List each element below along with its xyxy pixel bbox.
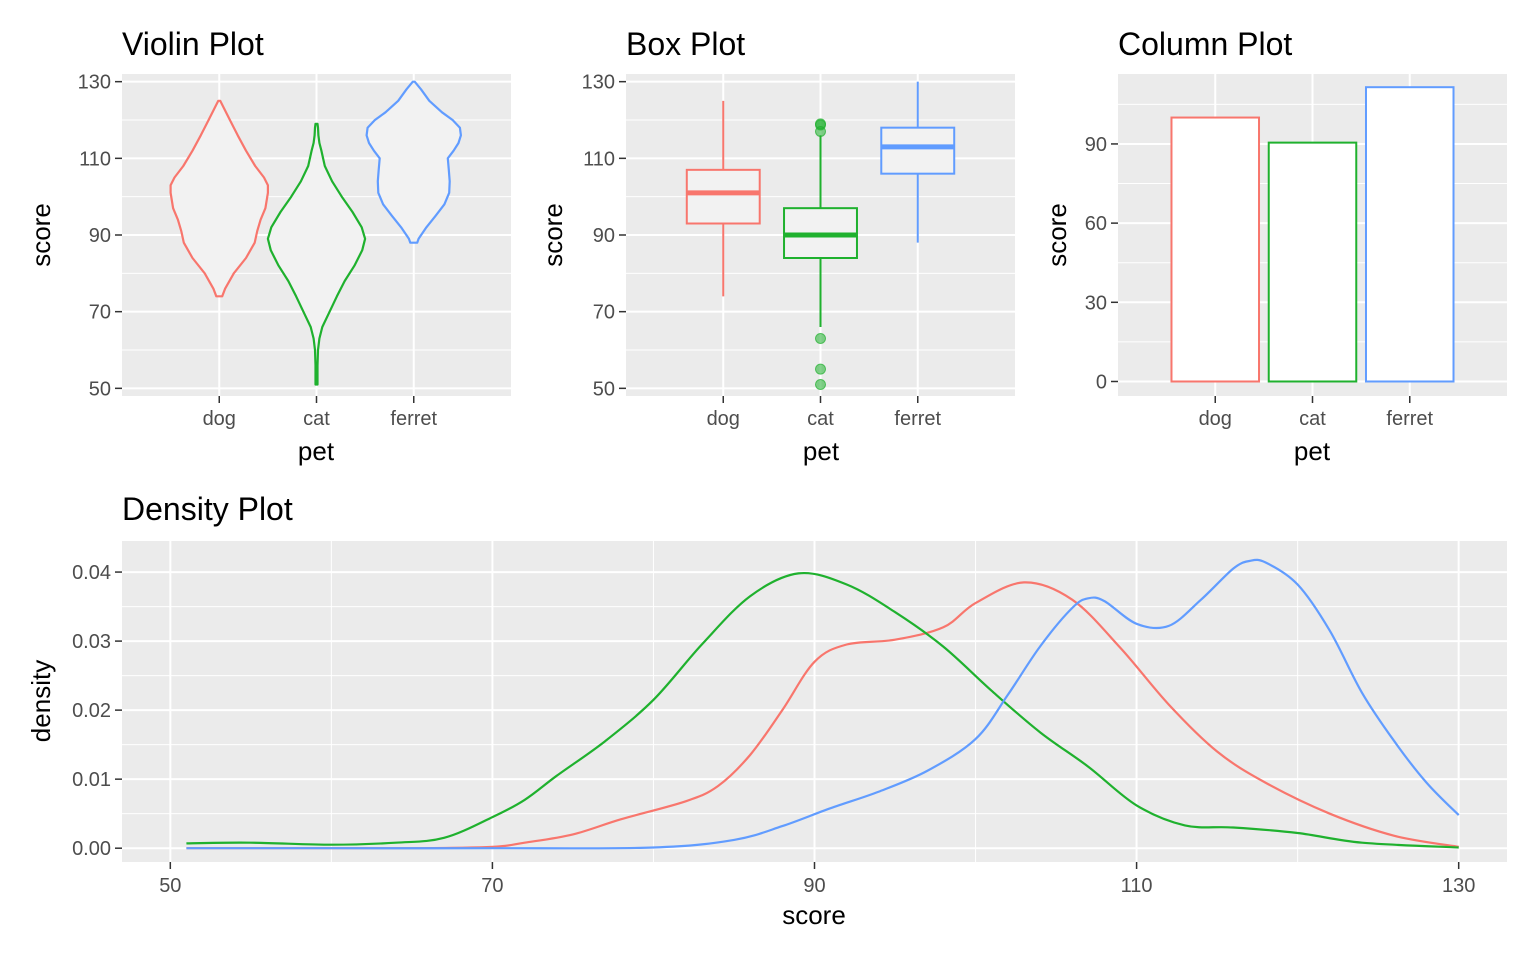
density-line-cat: [186, 571, 1459, 849]
density-y-tick-label: 0.02: [72, 700, 111, 722]
box-y-tick-label: 90: [593, 225, 615, 247]
column-x-label: pet: [1294, 436, 1331, 466]
box-dog-iqr: [685, 168, 761, 225]
column-x-tick-label: cat: [1299, 408, 1326, 430]
violin-x-tick-label: dog: [203, 408, 236, 430]
violin-cat: [266, 122, 367, 386]
box-x-label: pet: [803, 436, 840, 466]
box-y-label: score: [538, 203, 568, 267]
density-x-ticks: 50 70 90 110 130: [159, 862, 1475, 897]
violin-y-tick-label: 90: [89, 225, 111, 247]
column-y-ticks: 0 30 60 90: [1085, 134, 1118, 393]
box-cat-outlier: [815, 333, 826, 344]
box-y-tick-label: 50: [593, 378, 615, 400]
box-x-tick-label: cat: [807, 408, 834, 430]
column-plot: Column Plot 0 30 60 90 dog cat ferret pet sco…: [1042, 26, 1507, 466]
violin-y-tick-label: 70: [89, 302, 111, 324]
density-plot: Density Plot 0.00 0.01 0.02 0.03 0.04 50 70 90…: [26, 491, 1507, 930]
box-title: Box Plot: [626, 26, 745, 62]
density-y-ticks: 0.00 0.01 0.02 0.03 0.04: [72, 562, 122, 860]
violin-ferret: [365, 80, 462, 244]
box-ferret-iqr: [880, 126, 956, 175]
violin-x-tick-label: ferret: [390, 408, 437, 430]
violin-dog: [169, 99, 269, 298]
violin-y-tick-label: 130: [78, 72, 111, 94]
density-x-tick-label: 90: [803, 875, 825, 897]
violin-y-ticks: 50 70 90 110 130: [78, 72, 122, 400]
violin-plot: Violin Plot 50 70 90 110 130 dog cat ferret pe…: [26, 26, 511, 466]
density-y-tick-label: 0.03: [72, 631, 111, 653]
violin-title: Violin Plot: [122, 26, 264, 62]
density-y-label: density: [26, 660, 56, 742]
column-x-tick-label: dog: [1199, 408, 1232, 430]
violin-marks: [169, 80, 462, 386]
box-y-tick-label: 130: [582, 72, 615, 94]
box-x-ticks: dog cat ferret: [707, 396, 942, 430]
column-y-tick-label: 90: [1085, 134, 1107, 156]
density-x-tick-label: 50: [159, 875, 181, 897]
box-x-tick-label: ferret: [894, 408, 941, 430]
violin-y-tick-label: 50: [89, 378, 111, 400]
density-x-tick-label: 70: [481, 875, 503, 897]
density-x-tick-label: 130: [1442, 875, 1475, 897]
density-line-dog: [186, 581, 1459, 850]
box-x-tick-label: dog: [707, 408, 740, 430]
violin-x-tick-label: cat: [303, 408, 330, 430]
column-marks: [1170, 86, 1455, 383]
box-y-tick-label: 70: [593, 302, 615, 324]
box-cat-outlier: [815, 118, 826, 130]
box-plot: Box Plot 50 70 90 110 130 dog cat ferret pet s…: [538, 26, 1015, 466]
density-y-tick-label: 0.04: [72, 562, 111, 584]
density-title: Density Plot: [122, 491, 293, 527]
column-y-tick-label: 60: [1085, 213, 1107, 235]
density-x-tick-label: 110: [1121, 875, 1153, 897]
column-x-tick-label: ferret: [1386, 408, 1433, 430]
violin-y-tick-label: 110: [79, 148, 111, 170]
violin-x-ticks: dog cat ferret: [203, 396, 438, 430]
column-title: Column Plot: [1118, 26, 1292, 62]
box-y-ticks: 50 70 90 110 130: [582, 72, 626, 400]
density-line-ferret: [186, 558, 1460, 850]
column-y-label: score: [1042, 203, 1072, 267]
violin-x-label: pet: [298, 436, 335, 466]
violin-y-label: score: [26, 203, 56, 267]
column-bar-dog: [1170, 116, 1261, 383]
box-cat-outlier: [815, 363, 826, 375]
box-y-tick-label: 110: [583, 148, 615, 170]
column-y-tick-label: 0: [1096, 371, 1107, 393]
column-bar-cat: [1267, 141, 1358, 383]
column-x-ticks: dog cat ferret: [1199, 396, 1434, 430]
density-marks: [186, 558, 1460, 850]
column-bar-ferret: [1364, 86, 1455, 383]
box-marks: [685, 81, 956, 390]
density-x-label: score: [782, 900, 846, 930]
density-y-tick-label: 0.01: [72, 769, 111, 791]
box-cat-outlier: [815, 379, 826, 390]
column-y-tick-label: 30: [1085, 292, 1107, 314]
density-y-tick-label: 0.00: [72, 838, 111, 860]
